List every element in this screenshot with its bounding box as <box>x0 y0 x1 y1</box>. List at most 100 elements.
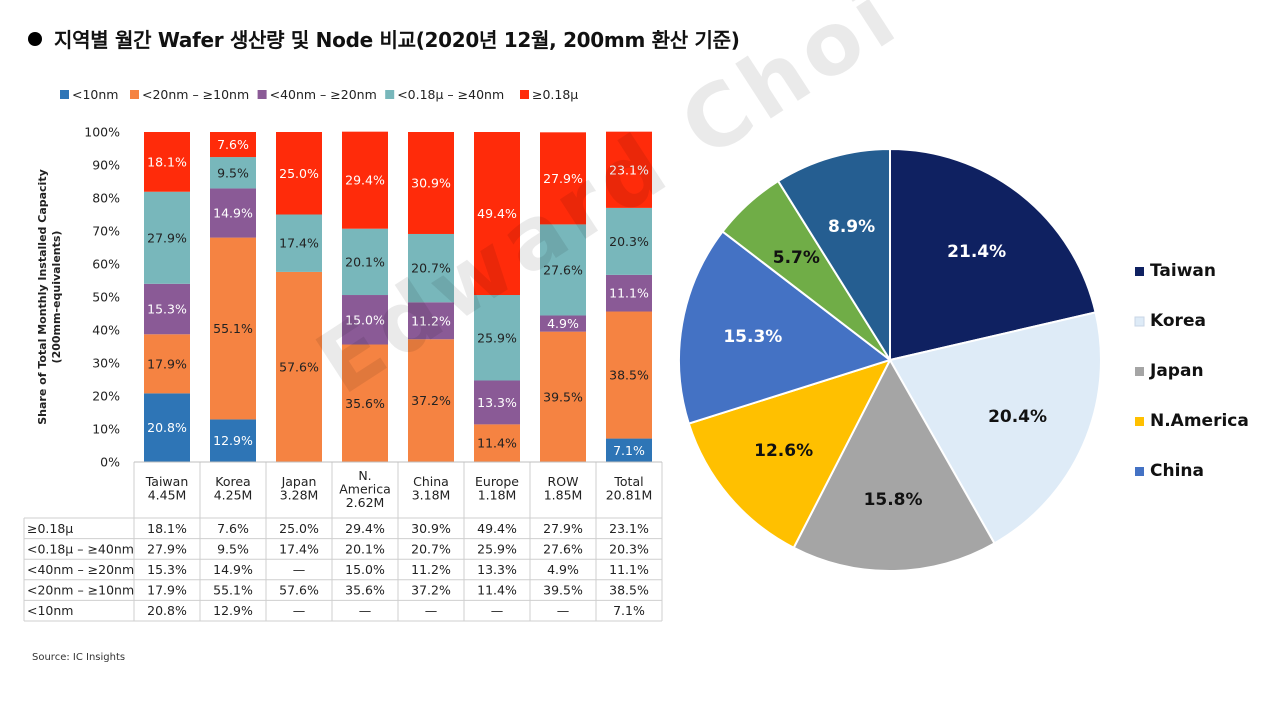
legend-label: <40nm – ≥20nm <box>270 87 377 102</box>
legend-label: <20nm – ≥10nm <box>142 87 249 102</box>
bar-segment <box>606 207 652 275</box>
table-cell: 27.6% <box>543 541 583 556</box>
y-tick-label: 100% <box>84 125 120 140</box>
bar-data-label: 17.9% <box>147 356 187 371</box>
legend-label: <0.18μ – ≥40nm <box>397 87 504 102</box>
category-header: 4.45M <box>148 488 187 503</box>
y-tick-label: 50% <box>92 290 120 305</box>
table-cell: 11.2% <box>411 562 451 577</box>
bar-segment <box>144 132 190 192</box>
bar-segment <box>408 132 454 234</box>
bar-segment <box>276 132 322 215</box>
table-row-label: <10nm <box>27 603 73 618</box>
y-axis-label: Share of Total Monthly Installed Capacit… <box>36 169 63 425</box>
pie-data-label: 8.9% <box>828 217 875 237</box>
bar-segment <box>606 311 652 439</box>
bar-data-label: 30.9% <box>411 175 451 190</box>
legend-label: China <box>1150 461 1204 481</box>
category-header: America <box>339 482 391 497</box>
legend-swatch <box>1135 367 1144 376</box>
bar-segment <box>540 331 586 462</box>
bar-segment <box>342 131 388 229</box>
bar-data-label: 57.6% <box>279 359 319 374</box>
legend-swatch <box>257 90 267 99</box>
y-tick-label: 60% <box>92 257 120 272</box>
bar-segment <box>474 380 520 425</box>
bar-segment <box>540 132 586 225</box>
category-header: 3.28M <box>280 488 319 503</box>
legend-swatch <box>60 90 69 99</box>
bar-segment <box>210 157 256 189</box>
table-cell: 55.1% <box>213 583 253 598</box>
bar-segment <box>540 224 586 316</box>
bar-data-label: 17.4% <box>279 236 319 251</box>
bar-segment <box>342 228 388 296</box>
bar-segment <box>408 339 454 462</box>
category-header: 4.25M <box>214 488 253 503</box>
bar-segment <box>474 132 520 296</box>
table-cell: — <box>557 603 570 618</box>
bar-data-label: 7.6% <box>217 137 249 152</box>
page-title-text: 지역별 월간 Wafer 생산량 및 Node 비교(2020년 12월, 20… <box>54 28 740 52</box>
table-row-label: ≥0.18μ <box>27 521 73 536</box>
bullet-icon <box>28 32 42 46</box>
legend-swatch <box>1135 417 1144 426</box>
bar-data-label: 20.3% <box>609 234 649 249</box>
category-header: Korea <box>215 474 250 489</box>
table-cell: 27.9% <box>543 521 583 536</box>
table-cell: 57.6% <box>279 583 319 598</box>
category-header: Taiwan <box>145 474 189 489</box>
bar-segment <box>474 295 520 381</box>
pie-slice <box>888 311 1102 545</box>
y-tick-label: 10% <box>92 422 120 437</box>
pie-data-label: 15.8% <box>864 490 923 510</box>
table-cell: 20.1% <box>345 541 385 556</box>
table-cell: 27.9% <box>147 541 187 556</box>
y-tick-label: 90% <box>92 158 120 173</box>
legend-label: Korea <box>1150 311 1206 331</box>
table-cell: 30.9% <box>411 521 451 536</box>
table-cell: — <box>491 603 504 618</box>
bar-data-label: 39.5% <box>543 389 583 404</box>
pie-data-label: 20.4% <box>988 407 1047 427</box>
bar-data-label: 38.5% <box>609 368 649 383</box>
legend-swatch <box>520 90 529 99</box>
legend-swatch <box>130 90 139 99</box>
bar-segment <box>144 393 190 462</box>
legend-swatch <box>1135 467 1144 476</box>
legend-label: ≥0.18μ <box>532 87 578 102</box>
category-header: China <box>413 474 449 489</box>
pie-slice <box>889 147 1097 362</box>
bar-segment <box>540 315 586 332</box>
pie-chart: 21.4% 20.4% 15.8% 12.6% 15.3% 5.7% 8.9% Taiwan K… <box>678 147 1249 572</box>
table-cell: — <box>359 603 372 618</box>
pie-data-label: 21.4% <box>947 242 1006 262</box>
bar-segment <box>144 334 190 394</box>
bar-data-label: 35.6% <box>345 396 385 411</box>
bar-data-label: 27.6% <box>543 262 583 277</box>
bar-segment <box>606 274 652 312</box>
table-cell: 9.5% <box>217 541 249 556</box>
bar-segment <box>342 295 388 345</box>
bar-segment <box>210 188 256 238</box>
table-cell: 49.4% <box>477 521 517 536</box>
table-cell: 20.3% <box>609 541 649 556</box>
category-header: Europe <box>475 474 519 489</box>
legend-swatch <box>1134 316 1145 327</box>
table-cell: 29.4% <box>345 521 385 536</box>
legend-swatch <box>1135 267 1144 276</box>
table-cell: 18.1% <box>147 521 187 536</box>
table-cell: 15.3% <box>147 562 187 577</box>
bar-data-label: 49.4% <box>477 206 517 221</box>
stacked-bar-chart: <10nm <20nm – ≥10nm <40nm – ≥20nm <0.18μ – … <box>23 87 663 622</box>
y-tick-label: 80% <box>92 191 120 206</box>
bar-data-label: 4.9% <box>547 316 579 331</box>
legend-label: N.America <box>1150 411 1249 431</box>
bar-data-label: 29.4% <box>345 173 385 188</box>
bar-segment <box>210 419 256 462</box>
table-cell: 23.1% <box>609 521 649 536</box>
bar-data-label: 25.9% <box>477 330 517 345</box>
bar-segment <box>606 438 652 462</box>
table-cell: 7.1% <box>613 603 645 618</box>
y-tick-label: 0% <box>100 455 120 470</box>
